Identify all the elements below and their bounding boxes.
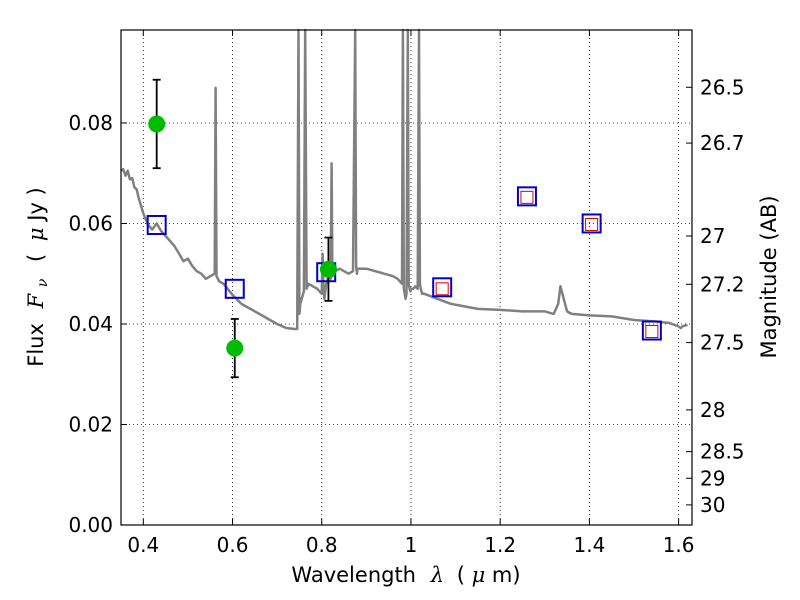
observed-square-marker bbox=[641, 320, 662, 341]
y-tick-label: 0.08 bbox=[68, 111, 113, 135]
y-axis-title-unit-mu: μ bbox=[24, 227, 48, 241]
x-tick-label: 1.6 bbox=[663, 533, 695, 557]
x-tick-label: 0.6 bbox=[217, 533, 249, 557]
model-square-marker bbox=[645, 325, 659, 339]
y2-tick-label: 27.5 bbox=[700, 331, 745, 355]
x-tick-label: 1.4 bbox=[573, 533, 605, 557]
green-circle-marker bbox=[319, 260, 337, 278]
observed-square-marker bbox=[146, 214, 167, 235]
y2-tick-label: 26.5 bbox=[700, 75, 745, 99]
y-axis-title: Flux F ν ( μ Jy ) bbox=[24, 187, 52, 367]
x-axis-title-unit-rest: m) bbox=[492, 563, 521, 587]
x-axis-title-unit-open: ( bbox=[457, 563, 465, 587]
data-layer bbox=[120, 28, 688, 379]
y-axis-title-prefix: Flux bbox=[24, 323, 48, 367]
observed-square-marker bbox=[516, 186, 537, 207]
y-tick-label: 0.06 bbox=[68, 211, 113, 235]
x-tick-label: 1 bbox=[405, 533, 418, 557]
model-square-marker bbox=[520, 190, 534, 204]
y-tick-label: 0.02 bbox=[68, 412, 113, 436]
axis-ticks: 0.4 0.6 0.8 1 1.2 1.4 1.6 0.00 0.02 0.04 0.06 0.08 2… bbox=[68, 30, 745, 557]
x-tick-label: 0.8 bbox=[306, 533, 338, 557]
model-spectrum-line bbox=[120, 28, 688, 331]
y-tick-label: 0.04 bbox=[68, 312, 113, 336]
plot-frame bbox=[120, 29, 693, 526]
model-square-marker bbox=[435, 282, 449, 296]
y2-tick-label: 28 bbox=[700, 398, 725, 422]
grid-lines bbox=[121, 30, 692, 526]
green-circle-marker bbox=[148, 115, 166, 133]
green-circle-marker bbox=[226, 339, 244, 357]
y2-tick-label: 30 bbox=[700, 493, 725, 517]
y-axis-title-unit-rest: Jy ) bbox=[24, 187, 48, 223]
y2-tick-label: 26.7 bbox=[700, 131, 745, 155]
x-axis-title-symbol: λ bbox=[430, 563, 444, 587]
y2-tick-label: 29 bbox=[700, 466, 725, 490]
y-tick-label: 0.00 bbox=[68, 513, 113, 537]
y2-axis-title: Magnitude (AB) bbox=[757, 195, 781, 358]
x-tick-label: 0.4 bbox=[127, 533, 159, 557]
x-axis-title-unit-mu: μ bbox=[472, 563, 486, 587]
observed-square-marker bbox=[224, 278, 245, 299]
observed-square-marker bbox=[432, 277, 453, 298]
y-axis-title-unit-open: ( bbox=[24, 254, 48, 262]
x-axis-title-prefix: Wavelength bbox=[291, 563, 416, 587]
y2-tick-label: 27.2 bbox=[700, 272, 745, 296]
x-tick-label: 1.2 bbox=[484, 533, 516, 557]
y2-tick-label: 28.5 bbox=[700, 440, 745, 464]
model-square-marker bbox=[585, 217, 599, 231]
y2-tick-label: 27 bbox=[700, 224, 725, 248]
y-axis-title-subscript: ν bbox=[35, 278, 51, 287]
y-axis-title-symbol: F bbox=[24, 292, 48, 309]
x-axis-title: Wavelength λ ( μ m) bbox=[291, 563, 520, 587]
observed-square-marker bbox=[581, 213, 602, 234]
